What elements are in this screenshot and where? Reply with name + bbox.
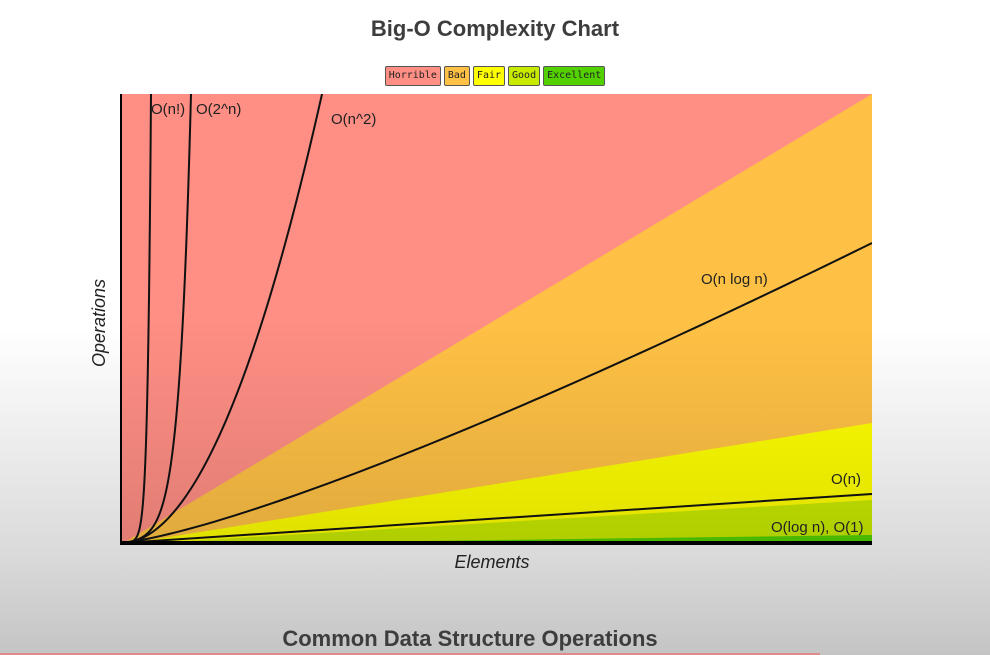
label-o-n-factorial: O(n!) bbox=[151, 101, 185, 118]
line-o-n bbox=[120, 493, 872, 544]
chart-title: Big-O Complexity Chart bbox=[370, 16, 620, 41]
legend: Horrible Bad Fair Good Excellent bbox=[0, 66, 990, 86]
legend-item-horrible[interactable]: Horrible bbox=[384, 66, 441, 86]
section-title: Common Data Structure Operations bbox=[282, 626, 658, 651]
y-axis-label: Operations bbox=[89, 279, 109, 367]
label-o-log-n-o-1: O(log n), O(1) bbox=[771, 519, 864, 536]
legend-item-excellent[interactable]: Excellent bbox=[543, 66, 606, 86]
label-o-n-log-n: O(n log n) bbox=[701, 271, 768, 288]
label-o-2-n: O(2^n) bbox=[196, 101, 241, 118]
line-o-n-log-n bbox=[120, 242, 872, 544]
label-o-n: O(n) bbox=[831, 471, 861, 488]
label-o-n-squared: O(n^2) bbox=[331, 111, 376, 128]
line-o-n-squared bbox=[120, 94, 323, 544]
plot-area bbox=[120, 94, 872, 545]
legend-item-good[interactable]: Good bbox=[508, 66, 541, 86]
section-underline bbox=[0, 653, 820, 655]
x-axis-label: Elements bbox=[454, 552, 529, 572]
legend-item-bad[interactable]: Bad bbox=[443, 66, 470, 86]
legend-item-fair[interactable]: Fair bbox=[472, 66, 506, 86]
